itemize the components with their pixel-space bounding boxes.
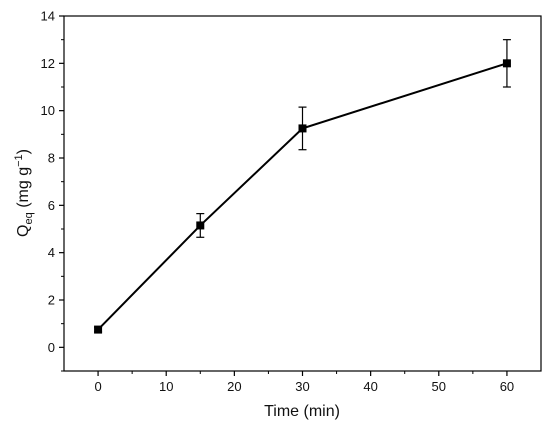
data-point (94, 325, 103, 334)
y-tick-label: 6 (48, 198, 55, 213)
series-line (97, 62, 508, 331)
y-axis-title-unit-open: (mg g (15, 167, 32, 212)
y-axis-ticks: 0 2 4 6 8 10 12 14 (41, 9, 64, 372)
y-axis-title-unit-superscript: −1 (13, 154, 25, 167)
y-tick-label: 10 (41, 103, 55, 118)
y-axis-title: Qeq (mg g−1) (13, 149, 35, 237)
y-tick-label: 14 (41, 9, 55, 24)
x-tick-label: 40 (363, 379, 377, 394)
data-point (502, 59, 511, 68)
data-point (298, 124, 307, 133)
x-axis-ticks: 0 10 20 30 40 50 60 (94, 371, 514, 394)
y-axis-title-subscript: eq (23, 212, 35, 224)
y-axis-title-unit-close: ) (15, 149, 32, 154)
x-tick-label: 0 (94, 379, 101, 394)
x-tick-label: 30 (295, 379, 309, 394)
y-axis-title-main: Q (15, 225, 32, 237)
series-group (94, 39, 511, 334)
x-axis-title: Time (min) (264, 403, 340, 420)
plot-frame (63, 15, 542, 372)
y-tick-label: 0 (48, 340, 55, 355)
y-tick-label: 12 (41, 56, 55, 71)
data-point (196, 221, 205, 230)
x-tick-label: 10 (159, 379, 173, 394)
y-tick-label: 4 (48, 245, 55, 260)
x-tick-label: 20 (227, 379, 241, 394)
y-tick-label: 2 (48, 293, 55, 308)
y-tick-label: 8 (48, 151, 55, 166)
x-tick-label: 60 (500, 379, 514, 394)
x-tick-label: 50 (432, 379, 446, 394)
